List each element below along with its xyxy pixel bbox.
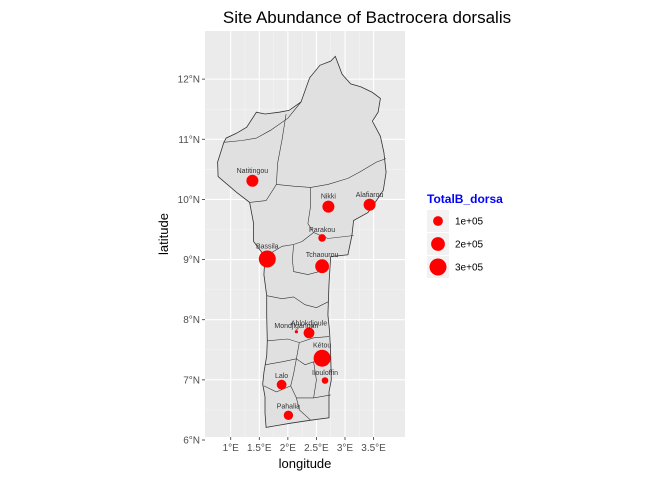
site-label: Bassila [256, 244, 279, 251]
site-point [283, 410, 294, 420]
x-axis: 1°E 1.5°E 2°E 2.5°E 3°E 3.5°E [223, 437, 386, 454]
legend-title: TotalB_dorsa [427, 192, 503, 206]
legend-label: 3e+05 [455, 263, 484, 274]
site-labels: Natitingou Nikki Alafiarou Parakou Bassila Tc… [237, 168, 384, 411]
site-label: Nikki [321, 194, 337, 201]
site-label: Alafiarou [356, 192, 384, 199]
department-border [313, 361, 317, 398]
y-tick-label: 7°N [183, 375, 200, 386]
site-point [276, 379, 287, 390]
y-tick-label: 10°N [178, 195, 200, 206]
site-point [363, 198, 376, 211]
site-point [303, 327, 315, 339]
department-border [249, 113, 287, 203]
site-label: Ahlokdjoule [291, 321, 327, 328]
y-tick-label: 6°N [183, 436, 200, 447]
site-label: Natitingou [237, 168, 269, 175]
x-axis-title: longitude [279, 456, 332, 471]
legend: TotalB_dorsa 1e+05 2e+05 3e+05 [427, 192, 503, 278]
legend-symbol [429, 258, 447, 276]
department-border [276, 158, 387, 188]
site-label: Kétou [313, 343, 331, 350]
site-point [315, 259, 329, 274]
y-tick-label: 9°N [183, 255, 200, 266]
site-point [258, 250, 276, 268]
legend-symbol [433, 216, 443, 226]
site-label: Mondjigangan [274, 323, 318, 330]
x-tick-label: 1.5°E [247, 443, 272, 454]
legend-label: 2e+05 [455, 240, 484, 251]
site-point [246, 174, 259, 187]
site-label: Ilouloffin [312, 370, 338, 377]
y-tick-label: 12°N [178, 75, 200, 86]
site-point [318, 234, 326, 242]
chart-title: Site Abundance of Bactrocera dorsalis [223, 8, 511, 27]
x-tick-label: 3°E [337, 443, 354, 454]
site-point [294, 330, 298, 334]
site-point [322, 200, 335, 213]
department-border [266, 295, 329, 309]
x-tick-label: 2.5°E [304, 443, 329, 454]
x-tick-label: 3.5°E [361, 443, 386, 454]
department-border [263, 385, 291, 393]
site-label: Pahalia [277, 404, 300, 411]
site-label: Parakou [309, 227, 335, 234]
points-layer [246, 174, 376, 420]
site-point [313, 349, 331, 367]
department-border [223, 101, 302, 143]
y-axis: 6°N 7°N 8°N 9°N 10°N 11°N 12°N [178, 75, 205, 447]
y-axis-title: latitude [156, 213, 171, 255]
y-tick-label: 11°N [178, 135, 200, 146]
legend-label: 1e+05 [455, 217, 484, 228]
legend-symbol [431, 237, 445, 251]
x-tick-label: 2°E [280, 443, 297, 454]
y-tick-label: 8°N [183, 315, 200, 326]
department-border [307, 187, 354, 239]
site-label: Lalo [275, 373, 288, 380]
site-label: Tchaourou [306, 252, 339, 259]
x-tick-label: 1°E [223, 443, 240, 454]
site-point [321, 377, 329, 384]
